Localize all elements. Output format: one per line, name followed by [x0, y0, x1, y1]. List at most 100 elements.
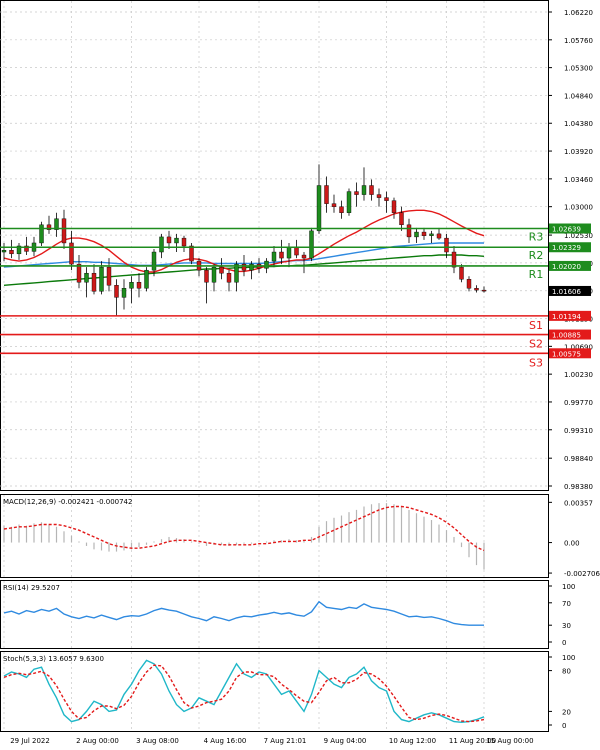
candle-body	[181, 237, 187, 247]
candle-body	[204, 269, 209, 283]
rsi-tick-label: 30	[562, 622, 571, 630]
level-price-box-r3	[549, 223, 591, 234]
price-tick-label: 0.99770	[564, 399, 593, 407]
level-name-s1: S1	[529, 319, 543, 332]
price-tick-label: 1.06220	[564, 9, 593, 17]
candle-body	[331, 203, 337, 207]
candle-body	[309, 230, 314, 259]
stoch-tick-label: 0	[562, 722, 566, 730]
level-price-label-s2: 1.00885	[552, 332, 581, 340]
macd-tick-label: 0.00	[564, 540, 580, 548]
candle-body	[84, 272, 89, 283]
rsi-line	[3, 600, 484, 626]
candle-body	[91, 272, 97, 292]
candle-body	[406, 224, 412, 238]
candle-body	[271, 251, 277, 262]
price-tick-label: 1.04380	[564, 120, 593, 128]
level-price-box-r2	[549, 242, 591, 253]
candle-body	[346, 191, 352, 213]
stoch-label: Stoch(5,3,3) 13.6057 9.6300	[3, 655, 104, 663]
macd-label: MACD(12,26,9) -0.002421 -0.000742	[3, 498, 132, 506]
candle-body	[1, 250, 7, 253]
price-tick-label: 1.02530	[564, 232, 593, 240]
rsi-tick-label: 70	[562, 600, 571, 608]
level-price-box-s3	[549, 348, 591, 359]
candle-body	[219, 266, 224, 274]
rsi-tick-label: 0	[562, 639, 566, 647]
candle-body	[474, 288, 479, 291]
level-price-label-r3: 1.02639	[552, 226, 581, 234]
price-tick-label: 0.98380	[564, 483, 593, 491]
candle-body	[399, 212, 404, 226]
level-price-label-r2: 1.02329	[552, 244, 581, 252]
candle-body	[129, 282, 134, 289]
time-tick-label: 10 Aug 12:00	[389, 737, 436, 745]
level-name-r1: R1	[529, 268, 544, 281]
candle-body	[46, 224, 52, 230]
candle-body	[9, 250, 14, 255]
candle-body	[61, 218, 67, 244]
price-tick-label: 0.99310	[564, 427, 593, 435]
level-name-r2: R2	[529, 249, 544, 262]
candle-body	[69, 242, 74, 265]
macd-pane-frame	[0, 494, 549, 578]
level-price-label-r1: 1.02020	[552, 263, 581, 271]
time-tick-label: 9 Aug 04:00	[324, 737, 367, 745]
candle-body	[279, 251, 284, 259]
stoch-tick-label: 100	[562, 654, 575, 662]
level-price-box-s1	[549, 310, 591, 321]
level-price-box-r1	[549, 260, 591, 271]
candle-body	[436, 233, 442, 239]
candle-body	[241, 263, 247, 271]
candle-body	[391, 200, 397, 213]
candle-body	[316, 185, 322, 232]
candle-body	[384, 197, 389, 201]
candle-body	[174, 237, 179, 244]
rsi-label: RSI(14) 29.5207	[3, 584, 60, 592]
candle-body	[211, 266, 217, 283]
candle-body	[339, 206, 344, 213]
stoch-d-line	[3, 664, 485, 723]
rsi-pane-frame	[0, 580, 549, 649]
candle-body	[354, 191, 359, 195]
candle-body	[234, 263, 239, 283]
time-tick-label: 2 Aug 00:00	[76, 737, 119, 745]
candle-body	[286, 247, 292, 259]
rsi-tick-label: 100	[562, 583, 575, 591]
price-tick-label: 1.05300	[564, 65, 593, 73]
time-tick-label: 15 Aug 00:00	[486, 737, 533, 745]
candle-body	[301, 254, 307, 259]
price-tick-label: 1.03000	[564, 204, 593, 212]
candle-body	[264, 260, 269, 269]
stoch-pane-frame	[0, 651, 549, 732]
macd-tick-label: 0.00357	[564, 499, 593, 507]
candle-body	[76, 263, 82, 283]
main-pane-frame	[0, 0, 549, 491]
time-tick-label: 7 Aug 21:01	[264, 737, 307, 745]
stoch-tick-label: 80	[562, 668, 571, 676]
candle-body	[369, 185, 374, 195]
level-name-s3: S3	[529, 356, 543, 369]
candle-body	[114, 285, 119, 298]
candle-body	[361, 185, 367, 195]
price-tick-label: 1.03920	[564, 148, 593, 156]
level-price-label-s3: 1.00575	[552, 350, 581, 358]
stoch-tick-label: 20	[562, 708, 571, 716]
time-tick-label: 29 Jul 2022	[10, 737, 50, 745]
price-tick-label: 1.05760	[564, 37, 593, 45]
price-tick-label: 1.00230	[564, 371, 593, 379]
current-price-label: 1.01606	[552, 288, 581, 296]
candle-body	[459, 266, 464, 280]
stoch-k-line	[3, 659, 485, 724]
candle-body	[24, 245, 29, 252]
time-tick-label: 4 Aug 16:00	[204, 737, 247, 745]
candle-body	[54, 218, 59, 230]
candle-body	[189, 245, 194, 262]
candle-body	[136, 282, 142, 289]
level-price-box-s2	[549, 329, 591, 340]
candle-body	[226, 272, 232, 283]
current-price-box	[549, 285, 591, 296]
candle-body	[121, 288, 127, 298]
